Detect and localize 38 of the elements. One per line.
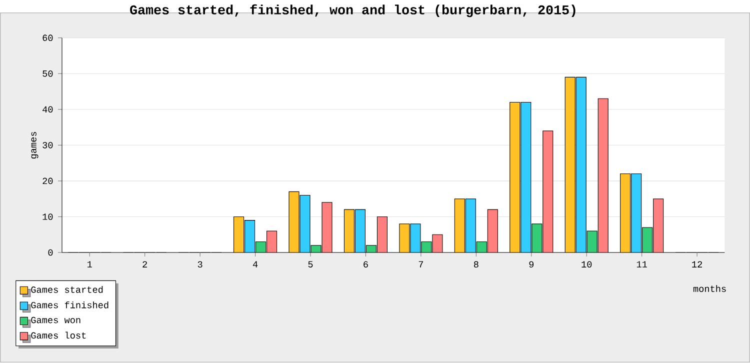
y-tick-label: 60 bbox=[42, 34, 53, 42]
y-tick-label: 20 bbox=[42, 178, 53, 184]
y-tick-label: 50 bbox=[42, 70, 53, 78]
legend-label: Games won bbox=[31, 317, 80, 324]
x-axis-title: months bbox=[693, 285, 726, 292]
y-tick-label: 40 bbox=[42, 106, 53, 113]
chart-title: Games started, finished, won and lost (burgerbarn, 2015) bbox=[130, 4, 576, 18]
x-tick-label: 3 bbox=[198, 261, 202, 268]
bar bbox=[542, 131, 553, 253]
bar bbox=[377, 216, 388, 253]
legend-label: Games started bbox=[31, 286, 103, 294]
x-tick-label: 4 bbox=[252, 261, 258, 268]
legend-label: Games lost bbox=[31, 332, 86, 339]
x-tick-label: 12 bbox=[692, 261, 702, 268]
y-tick-label: 30 bbox=[42, 142, 53, 149]
y-axis-title: games bbox=[31, 132, 38, 159]
y-tick-label: 0 bbox=[48, 250, 53, 256]
x-tick-label: 2 bbox=[142, 261, 147, 268]
bar bbox=[576, 77, 586, 253]
x-tick-label: 11 bbox=[636, 261, 647, 268]
x-tick-label: 6 bbox=[364, 261, 368, 268]
bar bbox=[653, 199, 664, 253]
x-tick-label: 1 bbox=[87, 261, 92, 268]
x-tick-label: 5 bbox=[308, 261, 313, 268]
x-tick-label: 8 bbox=[474, 261, 478, 268]
bar bbox=[266, 231, 277, 253]
x-tick-label: 7 bbox=[418, 261, 424, 268]
x-tick-label: 9 bbox=[529, 261, 534, 268]
bar bbox=[520, 102, 531, 253]
bar bbox=[598, 98, 608, 253]
bar bbox=[355, 210, 366, 253]
x-tick-label: 10 bbox=[582, 261, 592, 268]
y-tick-label: 10 bbox=[42, 214, 53, 220]
legend-label: Games finished bbox=[31, 302, 108, 309]
bar bbox=[244, 220, 255, 253]
bar bbox=[466, 199, 476, 253]
bar bbox=[488, 210, 498, 253]
bar bbox=[631, 174, 642, 253]
